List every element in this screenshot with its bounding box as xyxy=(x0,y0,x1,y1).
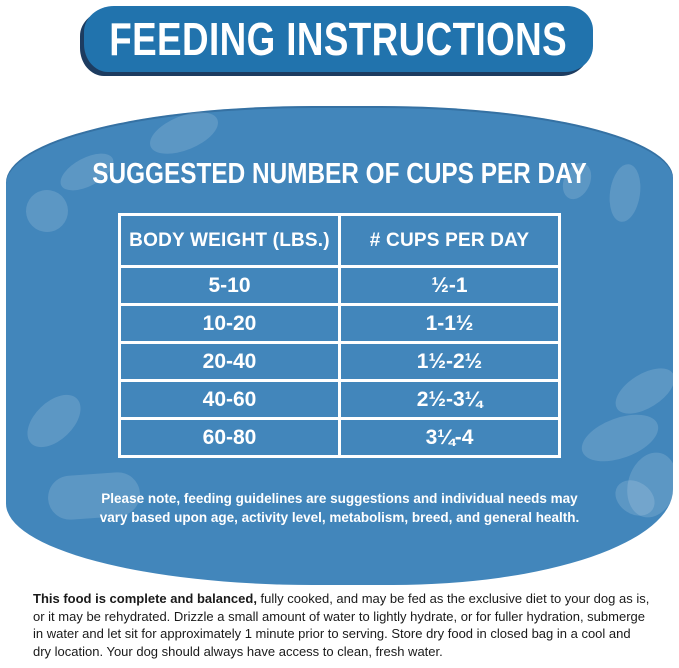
decoration-blob xyxy=(608,359,673,423)
title-banner: FEEDING INSTRUCTIONS xyxy=(84,6,593,72)
column-header-cups-per-day: # CUPS PER DAY xyxy=(338,213,561,268)
feeding-guidelines-note: Please note, feeding guidelines are sugg… xyxy=(99,491,580,525)
table-row: 40-60 2½-3¼ xyxy=(118,379,561,420)
weight-cell: 20-40 xyxy=(118,341,341,382)
footer-paragraph: This food is complete and balanced, full… xyxy=(33,590,651,661)
decoration-blob xyxy=(22,186,72,236)
decoration-blob xyxy=(144,106,224,163)
cups-cell: 3¼-4 xyxy=(338,417,561,458)
feeding-table: BODY WEIGHT (LBS.) # CUPS PER DAY 5-10 ½… xyxy=(118,213,561,458)
footer-body-text: fully cooked, and may be fed as the excl… xyxy=(33,591,650,660)
table-row: 20-40 1½-2½ xyxy=(118,341,561,382)
weight-cell: 60-80 xyxy=(118,417,341,458)
decoration-blob xyxy=(17,385,91,457)
table-row: 10-20 1-1½ xyxy=(118,303,561,344)
cups-cell: 1½-2½ xyxy=(338,341,561,382)
suggested-cups-heading: SUGGESTED NUMBER OF CUPS PER DAY xyxy=(92,158,587,190)
weight-cell: 40-60 xyxy=(118,379,341,420)
weight-cell: 10-20 xyxy=(118,303,341,344)
cups-cell: 1-1½ xyxy=(338,303,561,344)
cups-cell: 2½-3¼ xyxy=(338,379,561,420)
table-row: 60-80 3¼-4 xyxy=(118,417,561,458)
footer-bold-lead: This food is complete and balanced, xyxy=(33,591,257,606)
cups-cell: ½-1 xyxy=(338,265,561,306)
weight-cell: 5-10 xyxy=(118,265,341,306)
column-header-body-weight: BODY WEIGHT (LBS.) xyxy=(118,213,341,268)
page-title: FEEDING INSTRUCTIONS xyxy=(109,13,568,65)
feeding-guide-panel: SUGGESTED NUMBER OF CUPS PER DAY BODY WE… xyxy=(6,106,673,585)
table-row: 5-10 ½-1 xyxy=(118,265,561,306)
table-header-row: BODY WEIGHT (LBS.) # CUPS PER DAY xyxy=(118,213,561,268)
